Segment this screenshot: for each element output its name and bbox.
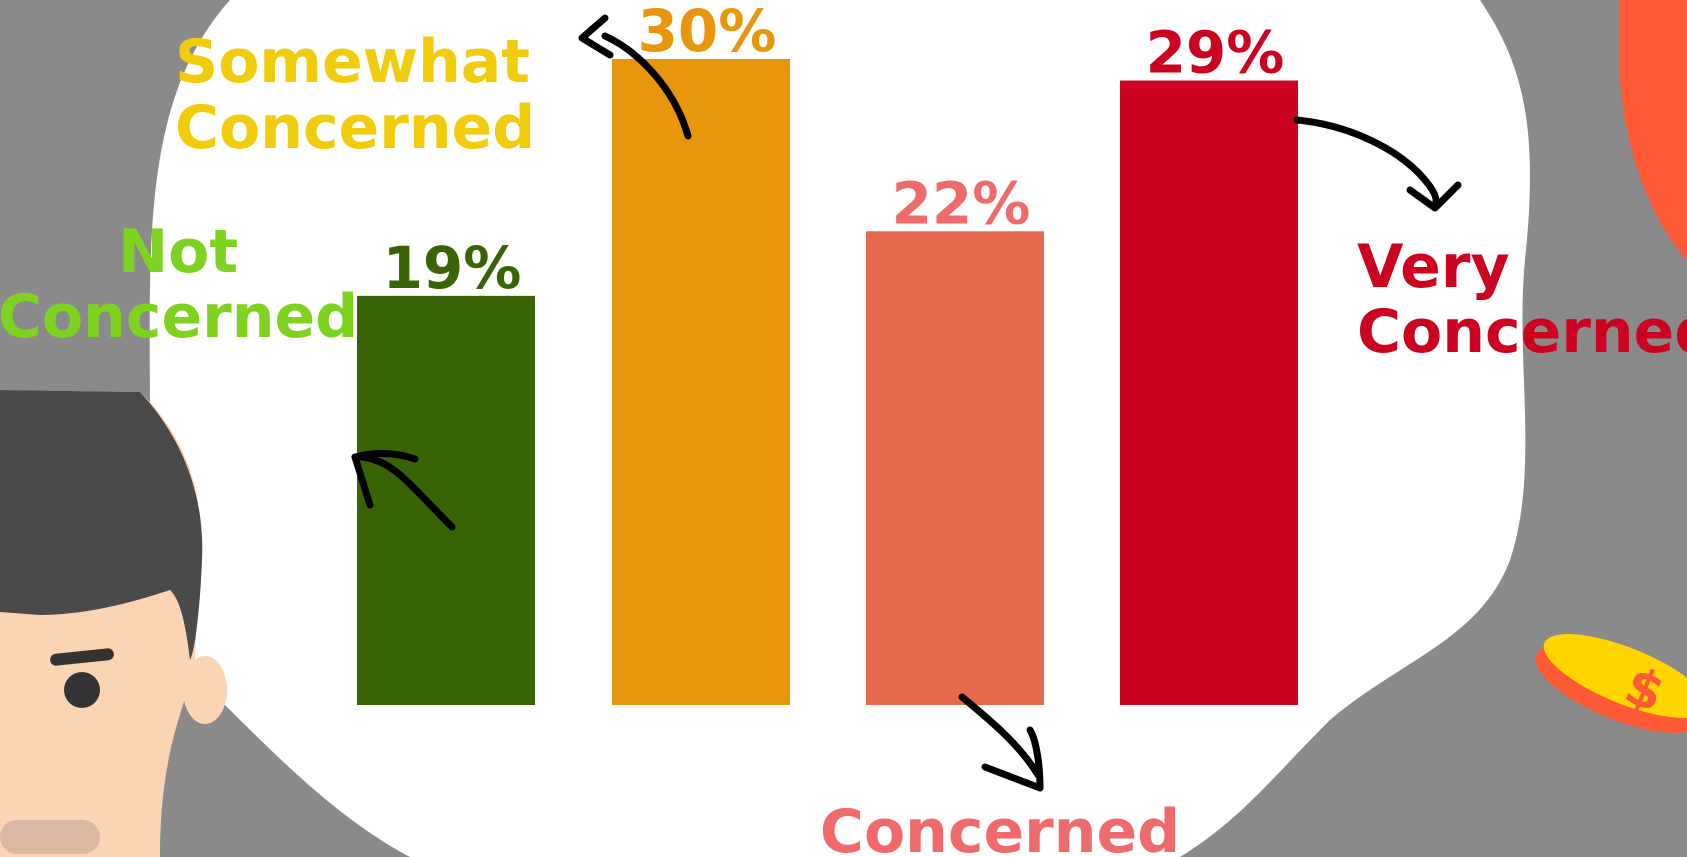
value-label-concerned: 22% [892,169,1031,237]
arrow-very-head [1406,181,1462,212]
value-label-somewhat-concerned: 30% [638,0,777,65]
arrow-concerned-head [981,726,1044,792]
category-label-not-concerned-line-2: Concerned [0,282,358,352]
arrow-not-concerned-head [351,450,419,509]
bar-very-concerned [1120,80,1298,706]
category-label-concerned-line-1: Concerned [820,797,1180,857]
worried-person-icon [0,390,227,857]
category-label-somewhat-concerned-line-1: Somewhat [175,27,530,97]
category-label-somewhat-concerned-line-2: Concerned [175,93,535,163]
arrow-concerned [958,693,1042,779]
dollar-coin-icon: $ [1535,634,1687,733]
value-label-not-concerned: 19% [383,234,522,302]
category-label-very-concerned-line-2: Concerned [1357,297,1687,367]
category-label-not-concerned-line-1: Not [118,217,238,287]
arrow-somewhat-head [578,14,614,59]
category-label-very-concerned-line-1: Very [1357,232,1510,302]
value-label-very-concerned: 29% [1146,19,1285,87]
bar-somewhat-concerned [612,59,790,705]
arrow-somewhat [601,32,692,140]
arrow-very [1293,116,1440,209]
bar-concerned [866,231,1044,705]
corner-decoration [1620,0,1687,260]
curved-arrow-icon [351,14,1462,792]
bar-not-concerned [357,295,535,705]
